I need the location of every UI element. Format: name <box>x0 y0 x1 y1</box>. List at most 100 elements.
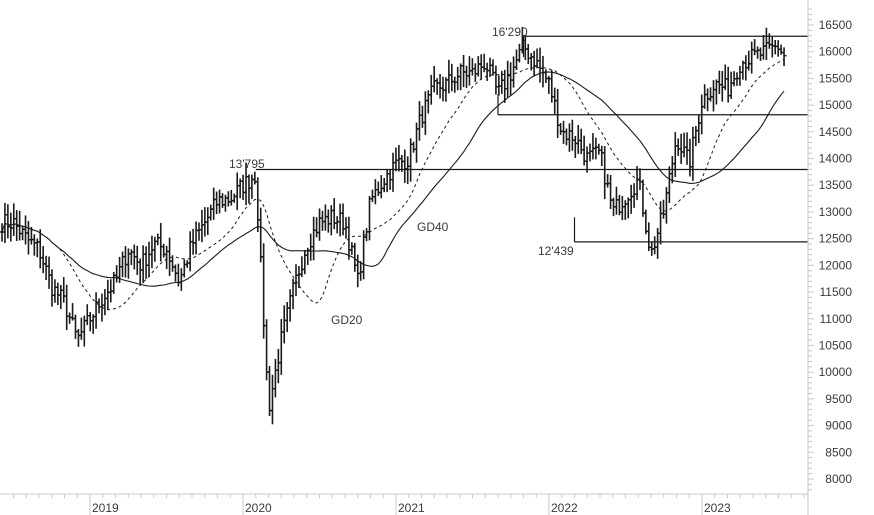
ohlc-bar <box>643 209 649 235</box>
y-tick-label: 13500 <box>819 178 853 192</box>
ohlc-bar <box>261 243 267 339</box>
ohlc-bar <box>84 304 90 326</box>
ohlc-bar <box>628 184 634 214</box>
y-tick-label: 8500 <box>825 445 852 459</box>
ohlc-bar <box>328 205 334 236</box>
ohlc-bar <box>378 175 384 199</box>
ohlc-bar <box>575 124 581 154</box>
ohlc-bar <box>149 235 155 269</box>
ohlc-bar <box>599 145 605 167</box>
ohlc-bar <box>46 256 52 289</box>
ohlc-bar <box>161 243 167 258</box>
x-axis: 2019 2020 2021 2022 2023 <box>0 493 808 515</box>
ohlc-bar <box>325 209 331 233</box>
ohlc-bar <box>34 238 40 258</box>
ohlc-bar <box>402 149 408 183</box>
ohlc-bar <box>469 58 475 76</box>
x-tick-label: 2020 <box>245 501 272 515</box>
ohlc-bar <box>672 132 678 178</box>
annotation-label: 16'290 <box>492 25 528 39</box>
ohlc-bar <box>137 258 143 285</box>
ohlc-bar <box>710 80 716 112</box>
ohlc-bar <box>493 65 499 95</box>
ohlc-bar <box>690 126 696 181</box>
ohlc-bar <box>737 65 743 86</box>
ohlc-bar <box>334 216 340 234</box>
ohlc-bar <box>199 209 205 243</box>
ohlc-bar <box>102 289 108 316</box>
ohlc-bar <box>652 236 658 255</box>
annotation-label: GD20 <box>331 313 363 327</box>
ohlc-bar <box>196 222 202 241</box>
ohlc-bar <box>234 172 240 211</box>
annotation-label: GD40 <box>417 220 449 234</box>
ohlc-bar <box>569 119 575 151</box>
ohlc-bar <box>405 156 411 184</box>
ohlc-bar <box>572 135 578 159</box>
ohlc-bar <box>96 298 102 314</box>
ohlc-bar <box>146 241 152 278</box>
ohlc-bar <box>775 40 781 57</box>
ohlc-bar <box>87 312 93 332</box>
y-tick-label: 9000 <box>825 419 852 433</box>
ohlc-bar <box>369 189 375 203</box>
ohlc-bar <box>655 227 661 259</box>
ohlc-bar <box>384 168 390 193</box>
ohlc-bar <box>687 138 693 177</box>
support-resistance-levels <box>255 35 808 243</box>
ohlc-bar <box>375 181 381 196</box>
ohlc-bar <box>340 203 346 236</box>
ohlc-bar <box>49 269 55 307</box>
ohlc-bar <box>728 71 734 99</box>
y-tick-label: 14500 <box>819 125 853 139</box>
ohlc-bar <box>125 248 131 279</box>
ohlc-bar <box>31 234 37 256</box>
ohlc-bar <box>752 39 758 56</box>
ohlc-bar <box>5 204 11 239</box>
gd40-line <box>1 71 785 287</box>
ohlc-bar <box>458 63 464 91</box>
ohlc-bar <box>596 143 602 155</box>
ohlc-bar <box>190 228 196 255</box>
ohlc-bar <box>43 255 49 281</box>
ohlc-bar <box>437 73 443 99</box>
x-tick-label: 2023 <box>704 501 731 515</box>
ohlc-bar <box>255 177 261 233</box>
y-tick-label: 10000 <box>819 365 853 379</box>
ohlc-bar <box>608 174 614 209</box>
ohlc-bar <box>225 191 231 207</box>
ohlc-bar <box>464 65 470 88</box>
ohlc-bar <box>372 179 378 205</box>
ohlc-bar <box>758 47 764 61</box>
ohlc-bar <box>772 40 778 55</box>
ohlc-bar <box>778 44 784 55</box>
gd40-moving-average-line <box>1 71 785 287</box>
ohlc-bar <box>584 146 590 173</box>
ohlc-bar <box>766 33 772 49</box>
ohlc-bar <box>140 245 146 284</box>
ohlc-bar <box>540 55 546 88</box>
ohlc-bar <box>566 123 572 152</box>
ohlc-bar <box>722 64 728 91</box>
ohlc-bar <box>134 245 140 275</box>
ohlc-bar <box>602 146 608 200</box>
ohlc-bar <box>296 265 302 288</box>
ohlc-bar <box>434 78 440 95</box>
y-tick-label: 15500 <box>819 71 853 85</box>
ohlc-bar <box>287 289 293 322</box>
ohlc-bar <box>505 60 511 98</box>
ohlc-bar <box>152 236 158 262</box>
ohlc-bar <box>184 260 190 268</box>
ohlc-bar <box>455 66 461 91</box>
ohlc-bar <box>193 221 199 255</box>
ohlc-bar <box>558 122 564 135</box>
y-tick-label: 15000 <box>819 98 853 112</box>
ohlc-bar <box>381 177 387 193</box>
ohlc-bar <box>543 69 549 83</box>
ohlc-bar <box>416 101 422 141</box>
ohlc-bar <box>749 41 755 74</box>
ohlc-bar <box>508 62 514 96</box>
ohlc-bar <box>393 147 399 172</box>
chart-annotations: 16'290 13'795 12'439 GD20 GD40 <box>229 25 574 327</box>
ohlc-bar <box>443 77 449 102</box>
